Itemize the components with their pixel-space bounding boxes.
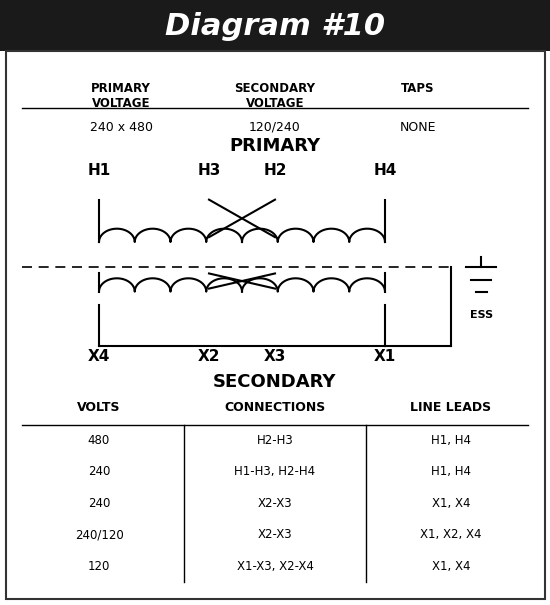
Text: CONNECTIONS: CONNECTIONS: [224, 401, 326, 413]
Text: X1: X1: [374, 349, 396, 364]
Text: H4: H4: [373, 163, 397, 178]
Text: VOLTS: VOLTS: [77, 401, 121, 413]
FancyBboxPatch shape: [6, 51, 544, 599]
Text: SECONDARY
VOLTAGE: SECONDARY VOLTAGE: [234, 82, 316, 110]
FancyBboxPatch shape: [0, 0, 550, 51]
Text: TAPS: TAPS: [402, 82, 434, 94]
Text: 240: 240: [88, 497, 110, 510]
Text: ESS: ESS: [470, 310, 493, 320]
Text: 240: 240: [88, 465, 110, 479]
Text: H1, H4: H1, H4: [431, 465, 471, 479]
Text: PRIMARY: PRIMARY: [229, 137, 321, 155]
Text: X2-X3: X2-X3: [258, 497, 292, 510]
Text: SECONDARY: SECONDARY: [213, 373, 337, 391]
Text: X1-X3, X2-X4: X1-X3, X2-X4: [236, 560, 314, 573]
Text: 240 x 480: 240 x 480: [90, 121, 152, 134]
Text: NONE: NONE: [400, 121, 436, 134]
Text: H3: H3: [197, 163, 221, 178]
Text: H1: H1: [87, 163, 111, 178]
Text: X4: X4: [88, 349, 110, 364]
Text: H1-H3, H2-H4: H1-H3, H2-H4: [234, 465, 316, 479]
Text: LINE LEADS: LINE LEADS: [410, 401, 492, 413]
Text: X2-X3: X2-X3: [258, 528, 292, 541]
Text: X3: X3: [264, 349, 286, 364]
Text: X1, X2, X4: X1, X2, X4: [420, 528, 482, 541]
Text: 120: 120: [88, 560, 110, 573]
Text: X2: X2: [198, 349, 220, 364]
Text: PRIMARY
VOLTAGE: PRIMARY VOLTAGE: [91, 82, 151, 110]
Text: 120/240: 120/240: [249, 121, 301, 134]
Text: X1, X4: X1, X4: [432, 497, 470, 510]
Text: H1, H4: H1, H4: [431, 434, 471, 447]
Text: X1, X4: X1, X4: [432, 560, 470, 573]
Text: 480: 480: [88, 434, 110, 447]
Text: H2-H3: H2-H3: [257, 434, 293, 447]
Text: 240/120: 240/120: [75, 528, 123, 541]
Text: H2: H2: [263, 163, 287, 178]
Text: Diagram #10: Diagram #10: [165, 11, 385, 41]
